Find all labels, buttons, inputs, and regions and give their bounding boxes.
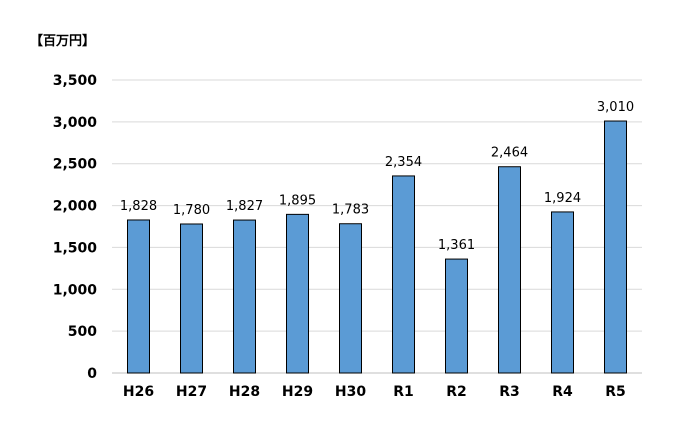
x-tick-label-H30: H30: [335, 384, 366, 400]
y-tick-label: 0: [87, 366, 97, 382]
bar-R4: [551, 211, 574, 374]
bar-R5: [604, 120, 627, 374]
y-tick-label: 1,000: [53, 282, 98, 298]
y-tick-label: 3,000: [53, 115, 98, 131]
x-tick-label-H29: H29: [282, 384, 313, 400]
data-label-R4: 1,924: [544, 191, 581, 206]
bars: [127, 120, 627, 374]
x-tick-label-H27: H27: [176, 384, 207, 400]
bar-H27: [180, 223, 203, 374]
data-labels: 1,828 1,780 1,827 1,895 1,783 2,354 1,361 2,464…: [120, 100, 634, 253]
x-tick-label-R3: R3: [499, 384, 520, 400]
x-tick-label-R4: R4: [552, 384, 573, 400]
bar-R3: [498, 166, 521, 374]
y-axis: 0 500 1,000 1,500 2,000 2,500 3,000 3,500: [53, 73, 98, 382]
data-label-R3: 2,464: [491, 146, 528, 161]
data-label-R5: 3,010: [597, 100, 634, 115]
bar-H29: [286, 213, 309, 374]
unit-label: 【百万円】: [30, 33, 95, 49]
y-tick-label: 2,500: [53, 157, 98, 173]
bar-H28: [233, 219, 256, 374]
data-label-H27: 1,780: [173, 203, 210, 218]
x-tick-label-R2: R2: [446, 384, 467, 400]
x-axis: H26 H27 H28 H29 H30 R1 R2 R3 R4 R5: [123, 384, 626, 400]
data-label-R2: 1,361: [438, 238, 475, 253]
bar-H26: [127, 219, 150, 374]
bar-R1: [392, 175, 415, 374]
y-tick-label: 500: [68, 324, 97, 340]
data-label-H29: 1,895: [279, 193, 316, 208]
y-tick-label: 3,500: [53, 73, 98, 89]
bar-R2: [445, 258, 468, 374]
data-label-H30: 1,783: [332, 203, 369, 218]
data-label-R1: 2,354: [385, 155, 422, 170]
data-label-H28: 1,827: [226, 199, 263, 214]
bar-H30: [339, 223, 362, 374]
x-tick-label-R5: R5: [605, 384, 626, 400]
x-tick-label-R1: R1: [393, 384, 414, 400]
data-label-H26: 1,828: [120, 199, 157, 214]
y-tick-label: 1,500: [53, 240, 98, 256]
y-tick-label: 2,000: [53, 199, 98, 215]
x-tick-label-H28: H28: [229, 384, 260, 400]
x-tick-label-H26: H26: [123, 384, 154, 400]
